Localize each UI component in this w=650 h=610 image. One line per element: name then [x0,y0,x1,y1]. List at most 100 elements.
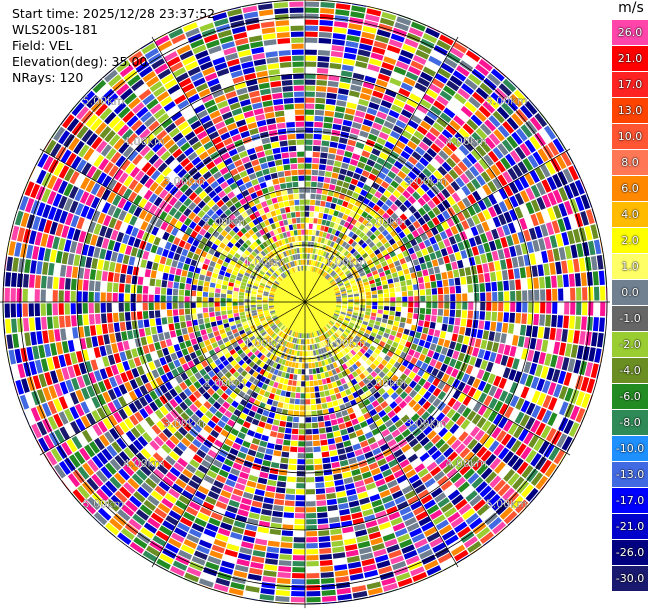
range-gate [203,475,215,485]
range-gate [180,142,191,152]
range-gate [332,400,339,407]
range-gate [353,66,366,75]
range-gate [520,105,533,119]
range-gate [23,317,30,332]
range-gate [257,292,263,296]
range-gate [241,211,249,219]
range-gate [491,281,498,292]
range-gate [262,306,269,309]
range-gate [422,152,433,163]
range-gate [240,315,246,320]
range-gate [350,178,359,186]
range-gate [351,122,362,130]
range-gate [133,182,144,194]
range-gate [266,317,272,322]
range-gate [283,347,288,353]
range-gate [524,172,535,186]
range-gate [58,460,71,476]
range-gate [570,302,576,315]
range-gate [224,438,234,447]
range-gate [287,379,293,386]
range-gate [199,506,212,517]
range-gate [280,266,285,272]
range-gate [105,366,114,378]
range-gate [351,282,357,287]
range-gate [446,376,455,386]
range-gate [309,217,314,224]
range-gate [202,501,215,511]
range-gate [149,401,159,412]
range-gate [138,209,148,220]
range-gate [279,377,285,384]
range-gate [466,181,476,193]
range-gate [470,149,482,161]
range-gate [206,161,216,170]
range-gate [330,57,343,64]
range-gate [150,270,157,279]
range-gate [580,272,587,287]
range-gate [121,128,134,141]
range-gate [26,346,34,361]
range-gate [244,373,252,380]
range-gate [183,197,192,207]
range-gate [401,307,408,313]
range-gate [207,490,220,500]
range-gate [232,305,239,310]
range-gate [69,200,79,214]
range-gate [483,242,491,253]
range-gate [164,155,175,166]
range-gate [305,265,307,271]
range-gate [220,204,229,212]
range-gate [192,454,203,464]
range-gate [311,416,318,423]
range-gate [504,198,514,211]
range-gate [511,335,519,346]
range-gate [328,68,341,76]
range-gate [320,571,334,578]
range-gate [383,288,389,294]
range-gate [435,412,446,422]
range-gate [211,375,220,383]
range-gate [351,363,359,370]
range-gate [423,456,434,467]
range-gate [485,471,497,484]
range-gate [320,250,325,256]
range-gate [305,211,310,217]
range-gate [540,224,549,237]
range-gate [309,211,314,218]
range-gate [516,480,530,494]
range-gate [139,385,148,396]
range-gate [149,318,156,327]
range-gate [598,317,605,332]
range-gate [145,545,161,557]
range-gate [122,146,134,158]
range-gate [278,344,283,351]
range-gate [259,471,269,479]
range-gate [336,587,352,595]
range-gate [239,288,245,293]
range-gate [125,224,134,235]
range-gate [413,374,422,383]
range-gate [585,331,592,346]
range-gate [480,253,488,264]
range-gate [450,294,456,302]
range-gate [333,374,340,381]
range-gate [248,322,255,327]
range-gate [584,225,593,241]
range-gate [215,315,222,321]
range-gate [342,200,349,208]
range-gate [575,196,585,212]
range-gate [185,506,199,517]
range-gate [337,345,343,351]
range-gate [366,417,375,425]
range-gate [231,526,245,535]
range-gate [162,347,170,356]
range-gate [580,316,587,331]
range-gate [226,396,234,405]
range-gate [362,184,371,192]
range-gate [557,370,567,385]
range-gate [487,493,501,507]
range-gate [236,417,245,426]
range-gate [357,316,364,321]
